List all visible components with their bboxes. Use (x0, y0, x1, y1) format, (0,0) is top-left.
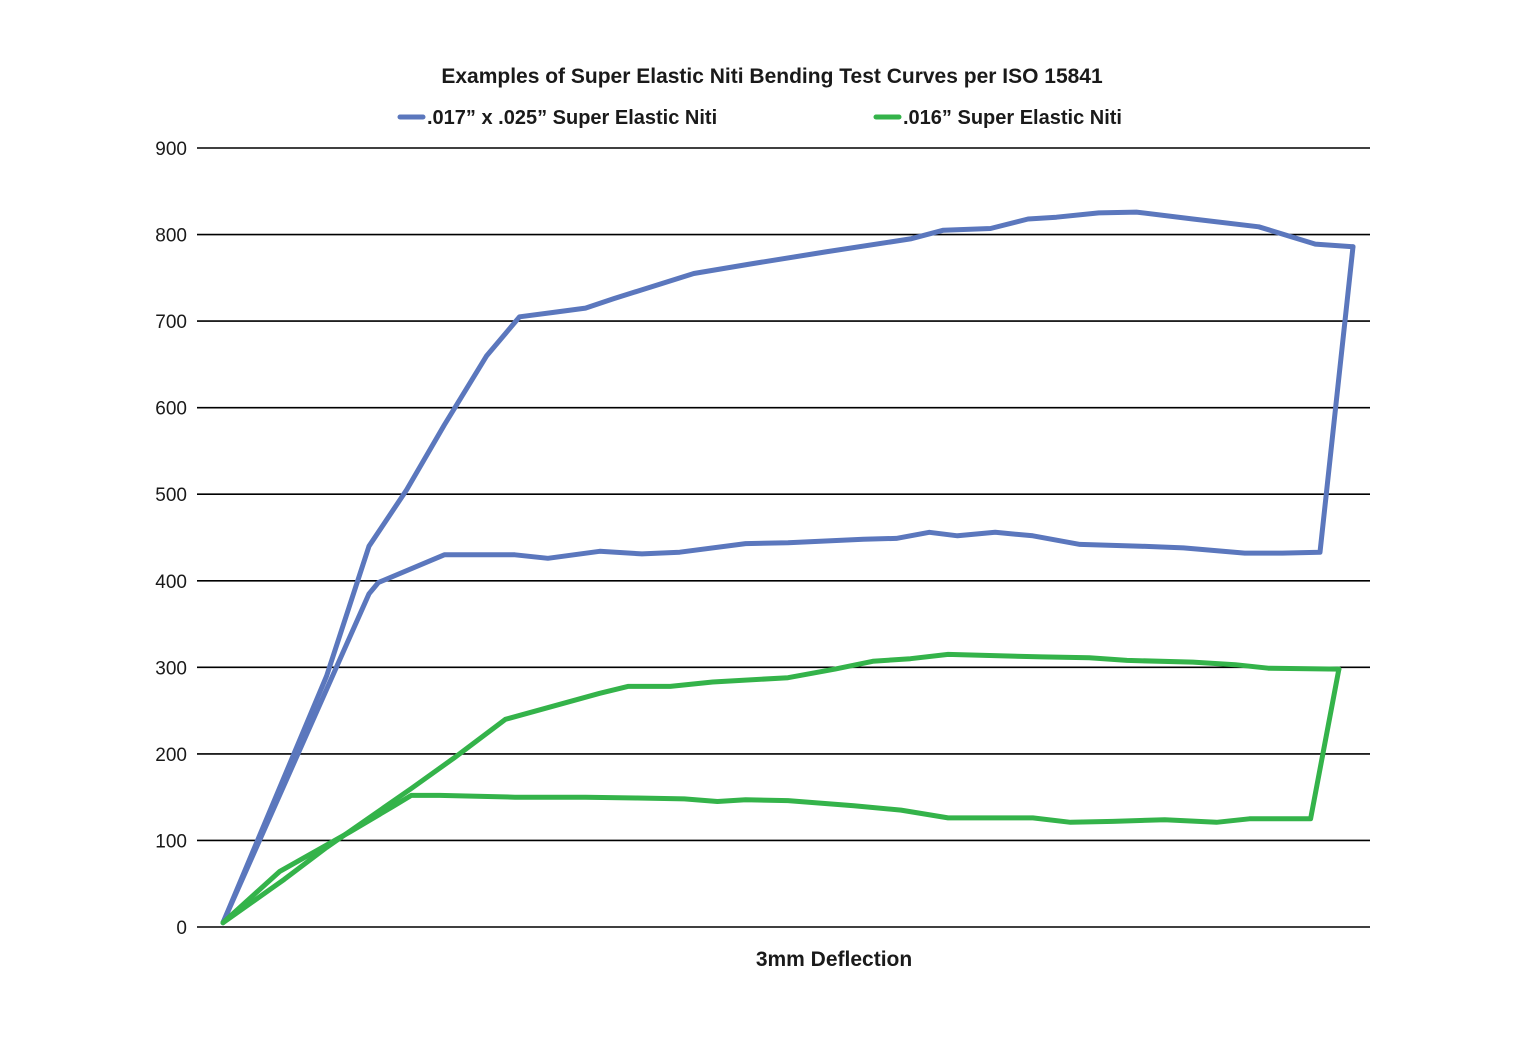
series-1-loading-curve (220, 209, 1356, 926)
y-tick-label-700: 700 (155, 312, 187, 333)
series-lines (220, 209, 1356, 926)
legend-label-series-1: .017” x .025” Super Elastic Niti (427, 107, 717, 129)
series-1-unloading-curve (220, 244, 1356, 926)
y-tick-label-600: 600 (155, 399, 187, 420)
gridlines (197, 147, 1370, 928)
y-axis-ticks: 0 100 200 300 400 500 600 700 800 900 (155, 139, 187, 939)
y-tick-label-900: 900 (155, 139, 187, 160)
y-tick-label-400: 400 (155, 572, 187, 593)
y-tick-label-200: 200 (155, 745, 187, 766)
series-2-loading-curve (220, 651, 1342, 926)
y-tick-label-100: 100 (155, 831, 187, 852)
y-tick-label-300: 300 (155, 658, 187, 679)
chart-title: Examples of Super Elastic Niti Bending T… (441, 65, 1103, 88)
series-2-unloading-curve (220, 666, 1342, 926)
legend-label-series-2: .016” Super Elastic Niti (903, 107, 1122, 129)
y-tick-label-0: 0 (176, 918, 187, 939)
legend: .017” x .025” Super Elastic Niti .016” S… (397, 107, 1122, 129)
x-axis-label: 3mm Deflection (756, 948, 912, 971)
y-tick-label-800: 800 (155, 226, 187, 247)
y-tick-label-500: 500 (155, 485, 187, 506)
